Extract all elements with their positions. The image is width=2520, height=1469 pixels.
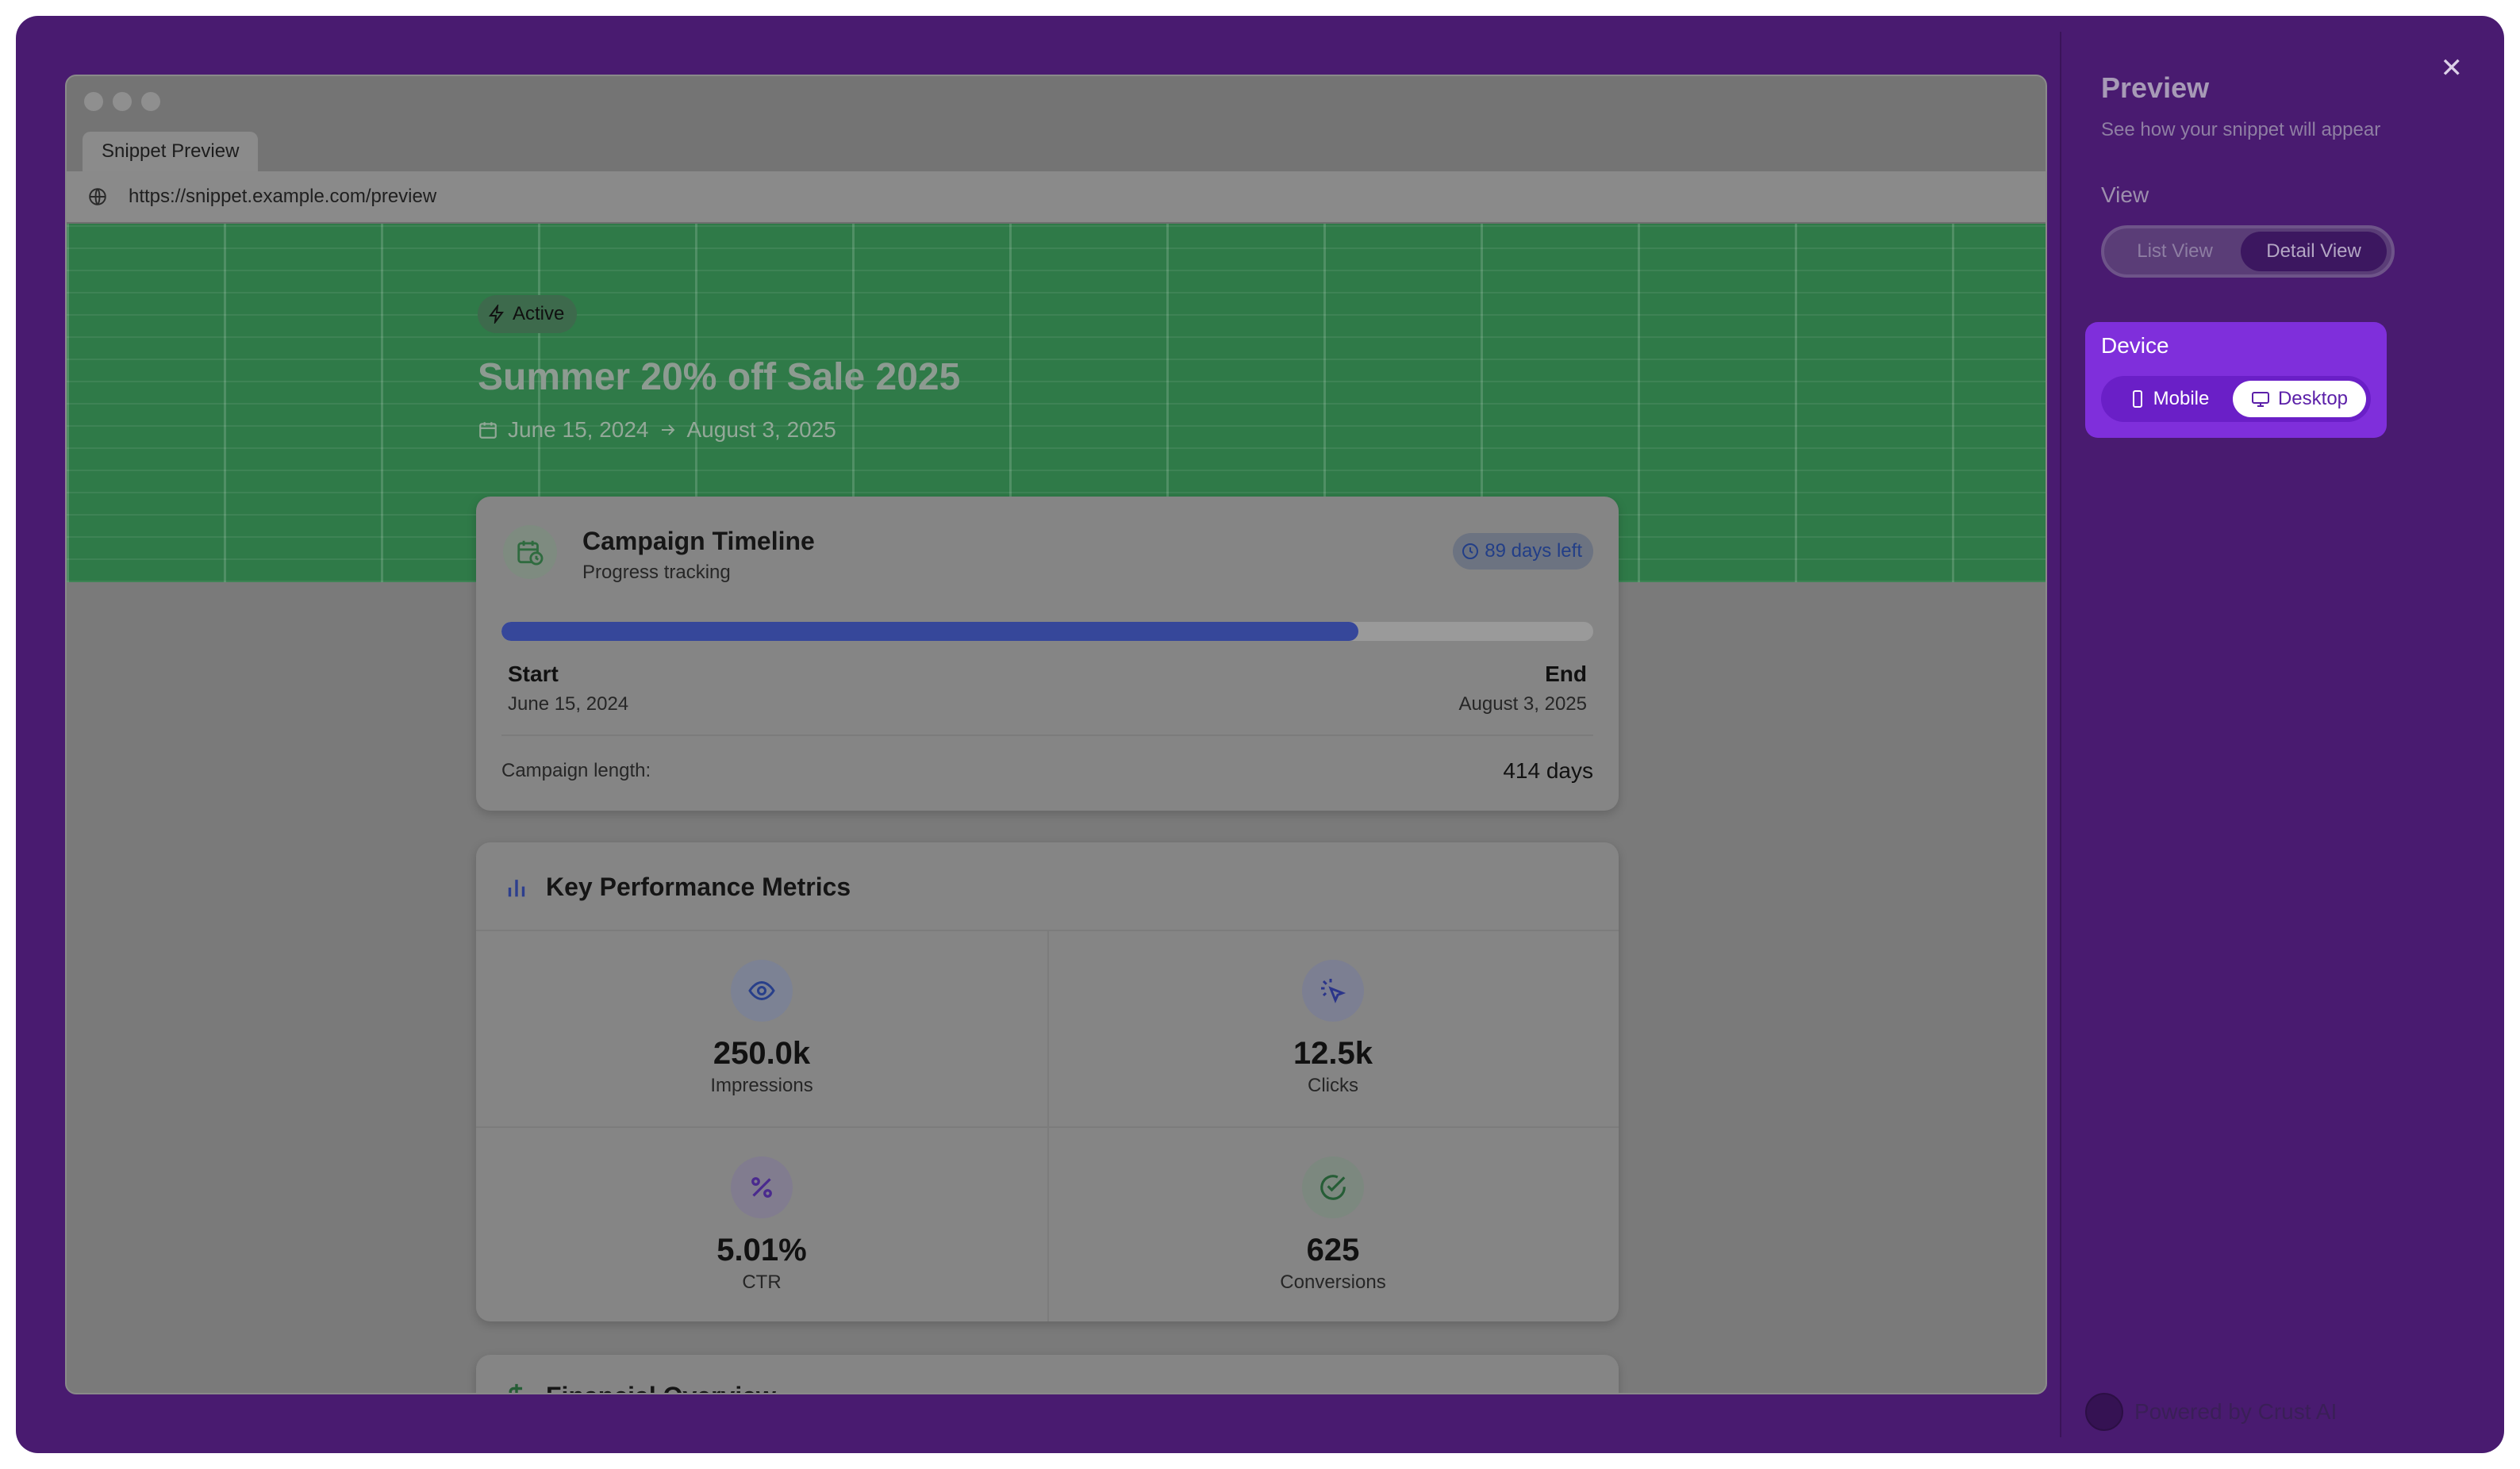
percent-icon — [731, 1156, 793, 1218]
desktop-button-label: Desktop — [2277, 388, 2349, 409]
metric-ctr: 5.01% CTR — [476, 1128, 1047, 1323]
panel-subtitle: See how your snippet will appear — [2101, 119, 2381, 140]
metrics-horizontal-divider — [476, 1126, 1619, 1128]
end-label: End — [1545, 662, 1587, 686]
metric-value: 625 — [1306, 1233, 1360, 1268]
metric-clicks: 12.5k Clicks — [1047, 931, 1619, 1126]
mobile-button-label: Mobile — [2153, 388, 2210, 409]
calendar-clock-icon — [503, 525, 557, 579]
campaign-length-label: Campaign length: — [501, 760, 651, 781]
window-close-dot[interactable] — [84, 92, 103, 111]
mobile-button[interactable]: Mobile — [2106, 381, 2233, 417]
campaign-length-value: 414 days — [1503, 758, 1593, 783]
detail-view-button[interactable]: Detail View — [2241, 232, 2387, 271]
bar-chart-icon — [503, 874, 530, 901]
metric-value: 250.0k — [713, 1036, 811, 1071]
device-label: Device — [2101, 333, 2169, 358]
status-badge: Active — [478, 295, 578, 333]
arrow-right-icon — [659, 420, 678, 439]
progress-track — [501, 622, 1593, 641]
lightning-icon — [487, 305, 506, 324]
view-label: View — [2101, 182, 2149, 207]
start-label: Start — [508, 662, 559, 686]
view-toggle: List View Detail View — [2101, 225, 2395, 278]
smartphone-icon — [2130, 389, 2145, 408]
metrics-title: Key Performance Metrics — [546, 873, 851, 901]
desktop-button[interactable]: Desktop — [2233, 381, 2366, 417]
metric-label: CTR — [742, 1271, 782, 1293]
campaign-title: Summer 20% off Sale 2025 — [478, 356, 961, 398]
browser-window: Snippet Preview https://snippet.example.… — [65, 75, 2047, 1394]
window-minimize-dot[interactable] — [113, 92, 132, 111]
days-left-badge: 89 days left — [1453, 533, 1593, 570]
end-date: August 3, 2025 — [1458, 693, 1587, 715]
start-date: June 15, 2024 — [508, 693, 629, 715]
browser-tab[interactable]: Snippet Preview — [83, 132, 259, 171]
status-badge-label: Active — [513, 303, 565, 324]
metric-conversions: 625 Conversions — [1047, 1128, 1619, 1323]
device-toggle: Mobile Desktop — [2101, 376, 2371, 422]
campaign-timeline-card: Campaign Timeline Progress tracking 89 d… — [476, 497, 1619, 811]
financial-overview-card: Financial Overview — [476, 1355, 1619, 1393]
calendar-icon — [478, 420, 498, 440]
hero-start-date: June 15, 2024 — [508, 417, 649, 442]
powered-by: Powered by Crust AI — [2085, 1393, 2337, 1431]
close-icon[interactable]: ✕ — [2440, 53, 2464, 83]
metric-value: 12.5k — [1293, 1036, 1373, 1071]
clock-icon — [1461, 542, 1480, 561]
address-bar[interactable]: https://snippet.example.com/preview — [67, 171, 2046, 224]
financial-title: Financial Overview — [546, 1382, 776, 1393]
metric-label: Conversions — [1280, 1271, 1386, 1293]
window-maximize-dot[interactable] — [141, 92, 160, 111]
browser-titlebar: Snippet Preview — [67, 76, 2046, 171]
metric-impressions: 250.0k Impressions — [476, 931, 1047, 1126]
metric-value: 5.01% — [716, 1233, 807, 1268]
progress-fill — [501, 622, 1359, 641]
campaign-date-range: June 15, 2024 August 3, 2025 — [478, 417, 836, 443]
preview-panel: ✕ Preview See how your snippet will appe… — [2060, 32, 2488, 1437]
device-section: Device Mobile Desktop — [2085, 322, 2387, 438]
metric-label: Impressions — [710, 1075, 813, 1096]
browser-tab-title: Snippet Preview — [102, 140, 240, 162]
crust-logo-icon — [2085, 1393, 2123, 1431]
eye-icon — [731, 960, 793, 1022]
metrics-header: Key Performance Metrics — [476, 842, 1619, 931]
globe-icon — [87, 186, 108, 207]
timeline-subtitle: Progress tracking — [582, 562, 731, 583]
hero-end-date: August 3, 2025 — [686, 417, 836, 442]
dollar-icon — [503, 1382, 530, 1393]
app-frame: Snippet Preview https://snippet.example.… — [16, 16, 2504, 1453]
metric-label: Clicks — [1308, 1075, 1358, 1096]
monitor-icon — [2251, 389, 2270, 408]
panel-title: Preview — [2101, 71, 2210, 104]
url-text: https://snippet.example.com/preview — [129, 186, 437, 207]
metrics-card: Key Performance Metrics 250.0k Impressio… — [476, 842, 1619, 1321]
check-circle-icon — [1302, 1156, 1364, 1218]
powered-by-text: Powered by Crust AI — [2134, 1399, 2338, 1424]
list-view-button[interactable]: List View — [2137, 240, 2213, 262]
days-left-text: 89 days left — [1485, 540, 1582, 562]
timeline-title: Campaign Timeline — [582, 527, 815, 555]
cursor-click-icon — [1302, 960, 1364, 1022]
timeline-divider — [501, 734, 1593, 736]
